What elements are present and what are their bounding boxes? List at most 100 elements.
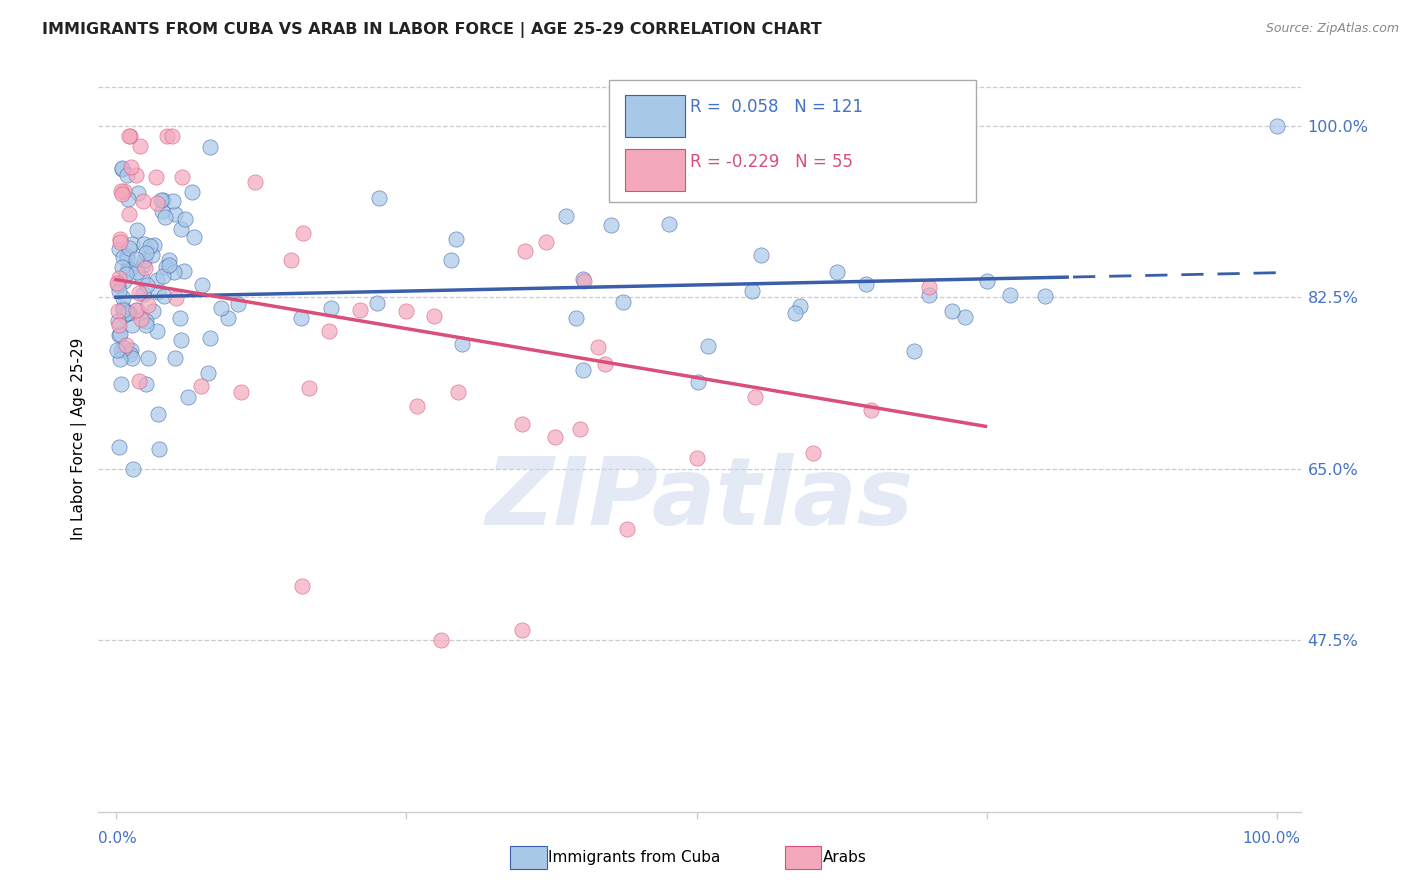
- Text: IMMIGRANTS FROM CUBA VS ARAB IN LABOR FORCE | AGE 25-29 CORRELATION CHART: IMMIGRANTS FROM CUBA VS ARAB IN LABOR FO…: [42, 22, 823, 38]
- Point: [110, 377, 132, 392]
- Point: [543, 430, 565, 444]
- Point: [555, 210, 578, 224]
- Point: [120, 128, 142, 143]
- Point: [571, 272, 593, 286]
- Point: [593, 357, 616, 371]
- Point: [616, 522, 638, 536]
- Point: [600, 219, 623, 233]
- Point: [141, 247, 163, 261]
- Point: [685, 450, 707, 465]
- Point: [121, 351, 143, 365]
- Point: [118, 128, 141, 143]
- Y-axis label: In Labor Force | Age 25-29: In Labor Force | Age 25-29: [72, 338, 87, 541]
- Point: [165, 291, 187, 305]
- Point: [115, 338, 138, 352]
- Point: [115, 267, 138, 281]
- Point: [395, 303, 418, 318]
- Point: [121, 343, 143, 357]
- Point: [118, 261, 141, 276]
- Point: [173, 264, 195, 278]
- Point: [1033, 288, 1056, 302]
- Point: [111, 161, 134, 176]
- Point: [115, 306, 138, 320]
- Point: [160, 128, 183, 143]
- FancyBboxPatch shape: [609, 79, 976, 202]
- Point: [134, 236, 156, 251]
- Point: [918, 279, 941, 293]
- Point: [112, 274, 135, 288]
- Point: [406, 399, 429, 413]
- Point: [367, 191, 389, 205]
- Point: [112, 341, 135, 355]
- Point: [117, 192, 139, 206]
- Point: [513, 244, 536, 258]
- Point: [145, 170, 167, 185]
- Point: [117, 260, 139, 275]
- Point: [118, 242, 141, 256]
- Point: [105, 277, 128, 291]
- Point: [108, 284, 131, 298]
- Point: [135, 246, 157, 260]
- Point: [280, 252, 302, 267]
- Point: [118, 306, 141, 320]
- Point: [198, 140, 221, 154]
- Point: [697, 338, 720, 352]
- Point: [612, 295, 634, 310]
- Point: [107, 278, 129, 293]
- Point: [903, 344, 925, 359]
- Point: [132, 258, 155, 272]
- Point: [572, 274, 595, 288]
- Point: [444, 232, 467, 246]
- Point: [423, 310, 446, 324]
- Point: [125, 168, 148, 182]
- Point: [366, 295, 388, 310]
- Point: [918, 288, 941, 302]
- Point: [107, 314, 129, 328]
- Point: [155, 260, 177, 275]
- Point: [741, 284, 763, 298]
- Point: [115, 252, 138, 266]
- Point: [165, 351, 187, 365]
- Point: [319, 301, 342, 315]
- Point: [153, 288, 176, 302]
- Point: [127, 186, 149, 200]
- Point: [107, 271, 129, 285]
- Point: [534, 235, 557, 249]
- Point: [447, 384, 470, 399]
- Point: [112, 301, 135, 315]
- Point: [290, 310, 312, 325]
- Point: [120, 160, 142, 174]
- Point: [191, 278, 214, 293]
- Point: [111, 162, 134, 177]
- Point: [658, 217, 681, 231]
- Point: [111, 260, 134, 274]
- Point: [586, 340, 609, 354]
- Point: [298, 381, 321, 395]
- Point: [170, 169, 193, 184]
- Point: [801, 446, 824, 460]
- FancyBboxPatch shape: [624, 149, 685, 191]
- Point: [157, 258, 180, 272]
- Point: [132, 194, 155, 208]
- Point: [152, 268, 174, 283]
- Point: [134, 253, 156, 268]
- Point: [120, 347, 142, 361]
- Point: [128, 375, 150, 389]
- Point: [744, 390, 766, 404]
- Point: [825, 265, 848, 279]
- Point: [318, 324, 340, 338]
- Point: [153, 211, 176, 225]
- Point: [107, 243, 129, 257]
- Point: [855, 277, 877, 292]
- Point: [108, 327, 131, 342]
- Point: [976, 274, 998, 288]
- Point: [132, 287, 155, 301]
- Point: [859, 402, 882, 417]
- Point: [569, 422, 592, 436]
- Point: [145, 195, 167, 210]
- Point: [136, 351, 159, 366]
- Point: [229, 384, 252, 399]
- Point: [125, 302, 148, 317]
- Point: [197, 366, 219, 380]
- Point: [572, 363, 595, 377]
